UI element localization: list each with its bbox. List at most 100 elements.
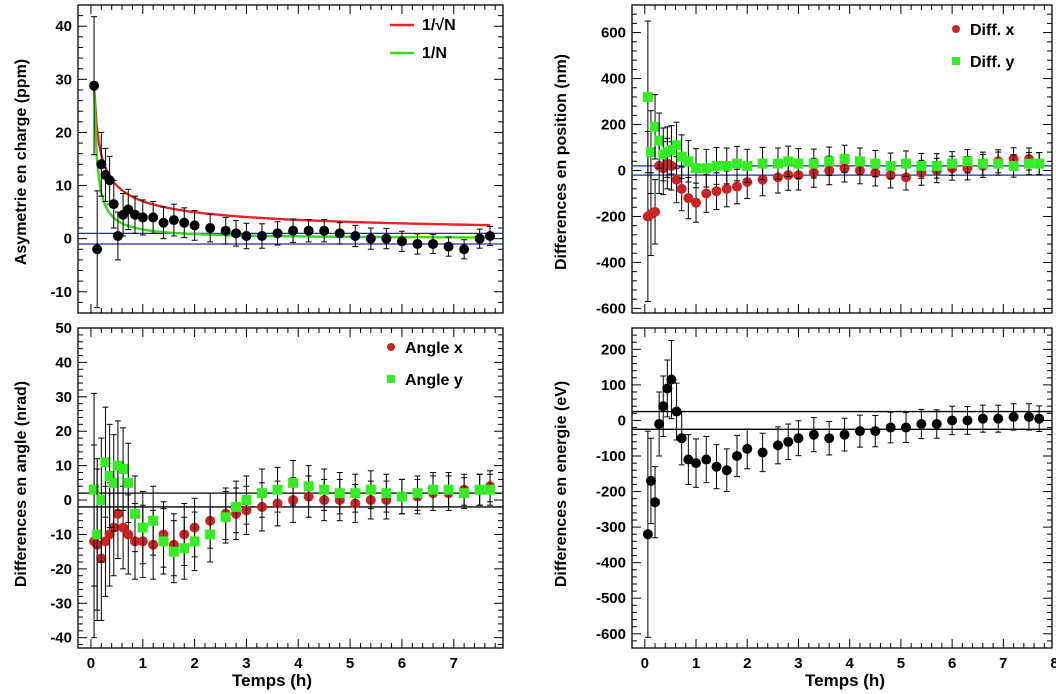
data-point [772,158,783,169]
data-point [123,204,134,215]
x-axis-label: Temps (h) [805,671,885,690]
legend-label: 1/N [422,45,447,62]
data-point [112,231,123,241]
data-point [645,475,656,486]
data-point [701,188,712,199]
data-point [793,158,804,169]
data-point [96,159,107,170]
x-tick-label: 1 [139,655,147,672]
y-tick-label: -100 [596,448,626,465]
data-point [112,460,123,471]
data-point [92,244,103,255]
data-point [100,457,111,468]
data-point [381,488,392,499]
y-tick-label: 40 [55,18,72,35]
panel-position: Differences en position (nm) -600 -400 -20… [553,4,1053,317]
data-point [428,484,439,495]
x-tick-label: 5 [897,655,905,672]
panel-angle: Differences en angle (nrad) Temps (h) -4… [13,320,504,690]
data-point [721,160,732,171]
y-axis-label: Differences en energie (eV) [553,381,570,587]
y-tick-label: 600 [601,25,626,42]
y-tick-label: 0 [618,162,626,179]
data-point [654,135,665,146]
data-point [901,172,912,183]
data-point [962,156,973,167]
data-point [396,236,407,247]
data-point [1023,411,1034,422]
x-tick-label: 0 [641,655,649,672]
data-point [1008,411,1019,422]
data-point [839,154,850,164]
y-tick-label: -500 [596,590,626,607]
data-point [118,522,129,533]
y-tick-label: -10 [50,284,72,301]
data-point [108,477,119,488]
legend-label: Diff. x [970,22,1015,39]
x-tick-label: 2 [190,655,198,672]
data-point [412,238,423,249]
plot-frame [77,4,504,314]
data-point [691,163,702,174]
data-point [642,529,653,540]
data-point [256,488,267,499]
data-point [783,156,794,167]
y-tick-label: -600 [596,300,626,317]
data-point [474,233,485,244]
data-point [148,515,159,526]
plot-frame [77,327,504,649]
data-point [220,512,231,523]
data-point [96,495,107,506]
data-point [1034,158,1045,169]
data-point [381,233,392,244]
x-tick-label: 3 [242,655,250,672]
data-point [288,477,299,488]
data-point [334,228,345,239]
data-point [303,481,314,492]
y-tick-label: 0 [618,412,626,429]
data-point [137,522,148,533]
data-point [683,156,694,167]
legend-label: 1/√N [422,17,456,34]
data-point [220,225,231,236]
data-point [168,546,179,557]
data-point [901,422,912,433]
x-tick-label: 4 [294,655,303,672]
data-point [931,160,942,171]
data-point [241,495,252,506]
data-point [793,433,804,444]
y-tick-label: -600 [596,626,626,643]
data-point [691,197,702,208]
data-point [474,484,485,495]
data-point [130,508,141,519]
legend-swatch [387,375,395,383]
y-tick-label: 20 [55,423,72,440]
x-tick-label: 6 [948,655,956,672]
x-tick-label: 4 [846,655,855,672]
x-tick-label: 8 [1050,655,1056,672]
data-point [671,406,682,417]
data-point [485,231,496,241]
data-point [947,158,958,169]
data-point [854,156,865,167]
data-point [1008,160,1019,171]
data-point [662,383,673,394]
data-point [676,433,687,444]
data-point [650,206,661,217]
data-point [916,160,927,171]
data-point [189,220,200,231]
data-point [691,458,702,469]
y-tick-label: -40 [50,630,72,647]
data-point [666,144,677,155]
data-point [757,447,768,458]
data-point [412,488,423,499]
y-tick-label: 0 [64,492,72,509]
data-point [303,225,314,236]
legend-label: Diff. y [970,54,1015,71]
data-point [742,443,753,454]
data-point [870,426,881,437]
data-point [123,477,134,488]
data-point [993,413,1004,424]
data-point [443,241,454,252]
